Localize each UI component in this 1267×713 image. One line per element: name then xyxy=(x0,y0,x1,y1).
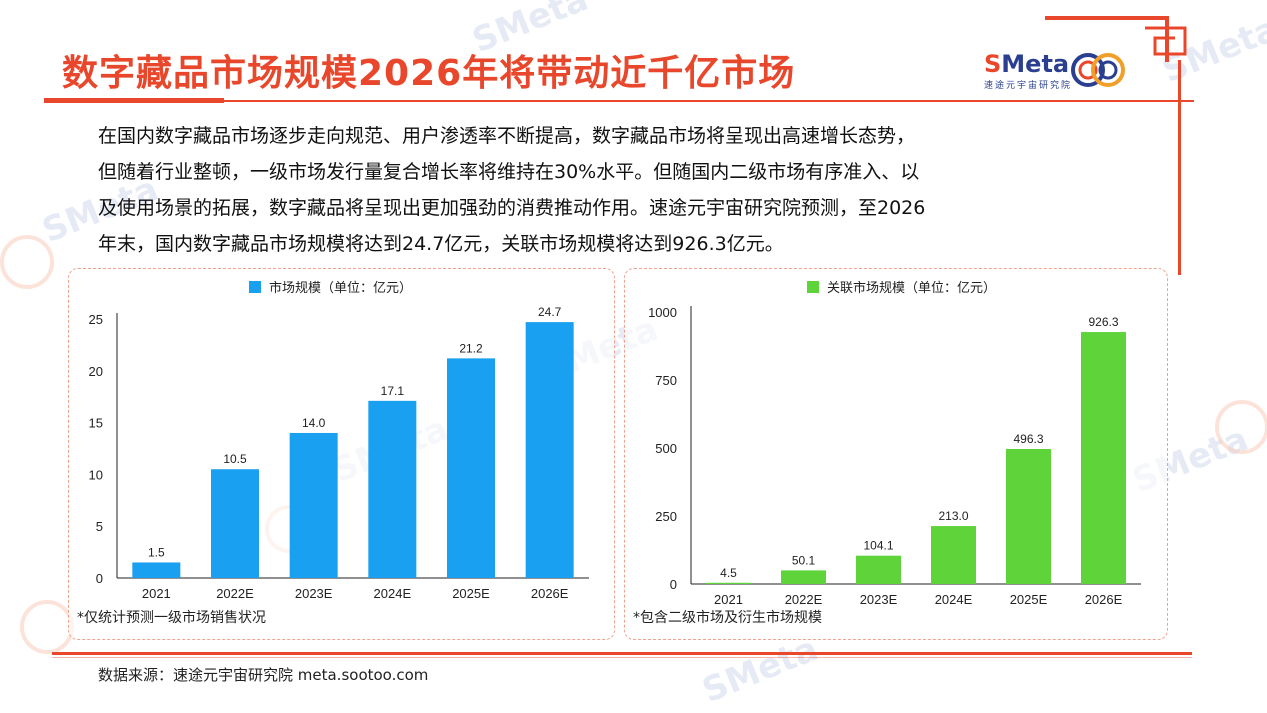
intro-line: 但随着行业整顿，一级市场发行量复合增长率将维持在30%水平。但随国内二级市场有序… xyxy=(98,161,920,183)
logo-rings-icon xyxy=(1071,53,1125,87)
data-label: 213.0 xyxy=(938,509,968,523)
data-label: 24.7 xyxy=(538,305,562,319)
x-tick-label: 2026E xyxy=(531,586,569,601)
bar xyxy=(525,322,574,578)
y-tick-label: 250 xyxy=(655,509,677,524)
footer-divider xyxy=(52,652,1192,655)
market-size-chart-panel: 市场规模（单位：亿元） 0 5 10 15 20 25 1.5 2021 10.5 2022E 14… xyxy=(68,268,615,640)
data-label: 14.0 xyxy=(302,416,326,430)
bar xyxy=(211,469,259,578)
x-tick-label: 2025E xyxy=(452,586,490,601)
bar xyxy=(856,555,901,584)
chart-footnote: *包含二级市场及衍生市场规模 xyxy=(633,610,822,626)
x-tick-label: 2025E xyxy=(1010,592,1048,604)
x-tick-label: 2024E xyxy=(935,592,973,604)
title-divider-accent xyxy=(44,98,224,103)
x-tick-label: 2023E xyxy=(295,586,333,601)
bar xyxy=(447,358,495,578)
x-tick-label: 2021 xyxy=(714,592,743,604)
legend-label: 市场规模（单位：亿元） xyxy=(269,281,413,296)
watermark-ring xyxy=(1215,400,1267,454)
y-tick-label: 500 xyxy=(655,441,677,456)
logo-subtitle: 速途元宇宙研究院 xyxy=(984,81,1073,91)
data-label: 496.3 xyxy=(1013,432,1043,446)
y-tick-label: 5 xyxy=(96,519,103,534)
x-tick-label: 2022E xyxy=(785,592,823,604)
logo-wordmark: SMeta xyxy=(984,52,1134,76)
legend-swatch xyxy=(249,280,261,293)
bar xyxy=(706,582,751,584)
data-label: 10.5 xyxy=(223,452,247,466)
data-source: 数据来源：速途元宇宙研究院 meta.sootoo.com xyxy=(98,666,429,684)
watermark-ring xyxy=(0,235,54,289)
chart-footnote: *仅统计预测一级市场销售状况 xyxy=(77,610,266,626)
bar xyxy=(1006,449,1051,584)
chart-legend: 市场规模（单位：亿元） xyxy=(249,277,412,296)
footer-divider-thin xyxy=(52,657,1192,658)
legend-label: 关联市场规模（单位：亿元） xyxy=(827,281,997,296)
y-tick-label: 15 xyxy=(89,416,103,431)
data-label: 1.5 xyxy=(148,545,165,559)
intro-paragraph: 在国内数字藏品市场逐步走向规范、用户渗透率不断提高，数字藏品市场将呈现出高速增长… xyxy=(98,118,1138,262)
data-label: 926.3 xyxy=(1088,315,1118,329)
logo-meta: Meta xyxy=(1001,50,1070,78)
y-tick-label: 1000 xyxy=(648,305,677,320)
x-tick-label: 2023E xyxy=(860,592,898,604)
bar xyxy=(368,400,417,578)
data-label: 21.2 xyxy=(459,341,483,355)
intro-line: 在国内数字藏品市场逐步走向规范、用户渗透率不断提高，数字藏品市场将呈现出高速增长… xyxy=(98,125,916,147)
x-tick-label: 2024E xyxy=(374,586,412,601)
data-label: 104.1 xyxy=(863,539,893,553)
watermark-ring xyxy=(20,600,74,654)
bar xyxy=(1081,332,1126,584)
bar xyxy=(931,526,976,584)
x-tick-label: 2021 xyxy=(142,586,171,601)
data-label: 17.1 xyxy=(381,384,405,398)
legend-swatch xyxy=(807,280,819,293)
y-tick-label: 0 xyxy=(670,577,677,592)
bar xyxy=(781,570,826,584)
page-title: 数字藏品市场规模2026年将带动近千亿市场 xyxy=(62,53,796,94)
bar xyxy=(289,432,338,578)
intro-line: 及使用场景的拓展，数字藏品将呈现出更加强劲的消费推动作用。速途元宇宙研究院预测，… xyxy=(98,197,926,219)
y-tick-label: 25 xyxy=(89,312,103,327)
y-tick-label: 20 xyxy=(89,364,103,379)
title-divider xyxy=(44,100,1194,102)
x-tick-label: 2022E xyxy=(216,586,254,601)
logo-s: S xyxy=(984,50,1002,78)
watermark: SMeta xyxy=(696,628,824,712)
related-market-bar-chart: 0 250 500 750 1000 4.5 2021 50.1 2022E 104.1 2023E… xyxy=(648,305,1141,604)
chart-legend: 关联市场规模（单位：亿元） xyxy=(807,277,996,296)
y-tick-label: 0 xyxy=(96,571,103,586)
intro-line: 年末，国内数字藏品市场规模将达到24.7亿元，关联市场规模将达到926.3亿元。 xyxy=(98,233,784,255)
data-label: 50.1 xyxy=(792,553,816,567)
smeta-logo: SMeta 速途元宇宙研究院 xyxy=(984,52,1134,102)
y-tick-label: 750 xyxy=(655,373,677,388)
y-tick-label: 10 xyxy=(89,467,103,482)
decorative-vertical-line xyxy=(1178,60,1181,275)
related-market-chart-panel: 关联市场规模（单位：亿元） 0 250 500 750 1000 4.5 2021 50.1 2… xyxy=(624,268,1168,640)
bar xyxy=(132,562,181,578)
decorative-frame xyxy=(1045,16,1187,62)
x-tick-label: 2026E xyxy=(1085,592,1123,604)
market-size-bar-chart: 0 5 10 15 20 25 1.5 2021 10.5 2022E 14.0 2023E 17.1 2… xyxy=(89,305,589,601)
data-label: 4.5 xyxy=(720,566,737,580)
